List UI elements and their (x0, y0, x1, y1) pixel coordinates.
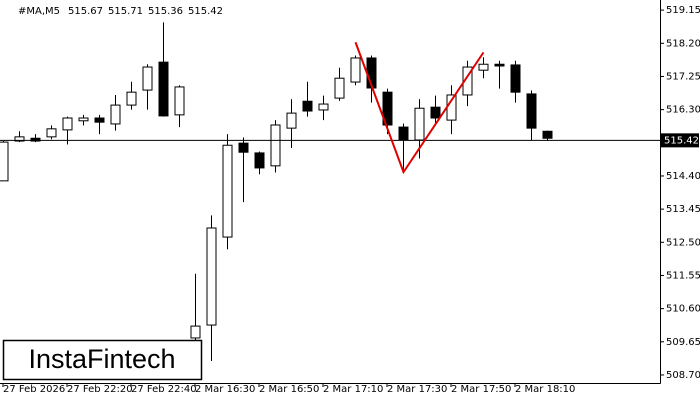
candle-body (62, 117, 73, 131)
candle-body (30, 137, 41, 142)
candle-body (510, 64, 521, 93)
candle-body (462, 66, 473, 96)
x-tick-label: 27 Feb 2026 (3, 384, 65, 395)
high-price: 515.71 (108, 6, 143, 17)
y-tick-label: 514.40 (666, 171, 700, 182)
candle-body (526, 93, 537, 129)
candle-body (430, 106, 441, 119)
candle-body (318, 103, 329, 111)
y-tick-label: 508.70 (666, 370, 700, 381)
x-tick-label: 2 Mar 16:30 (195, 384, 255, 395)
x-tick-label: 2 Mar 17:10 (323, 384, 383, 395)
x-tick-label: 2 Mar 18:10 (515, 384, 575, 395)
candle-body (478, 63, 489, 71)
candle-body (78, 117, 89, 122)
candle-body (110, 104, 121, 125)
y-tick-label: 509.65 (666, 337, 700, 348)
y-tick-label: 512.50 (666, 237, 700, 248)
candle-body (350, 57, 361, 83)
price-label-box (661, 133, 699, 148)
candle-body (238, 142, 249, 153)
candle-body (398, 126, 409, 141)
price-label: 515.42 (664, 135, 699, 146)
candle-body (414, 107, 425, 141)
y-tick-label: 518.20 (666, 38, 700, 49)
candle-body (94, 117, 105, 123)
low-price: 515.36 (148, 6, 183, 17)
watermark-box (2, 339, 203, 381)
watermark: InstaFintech (28, 344, 175, 374)
candle-body (206, 227, 217, 326)
y-tick-label: 510.60 (666, 304, 700, 315)
candle-body (46, 128, 57, 138)
candle-body (494, 63, 505, 67)
plot: 519.15 518.20 517.25 516.30 514.40 513.45 512.… (0, 5, 700, 395)
candle-body (14, 136, 25, 142)
candle-body (270, 124, 281, 167)
y-tick-label: 516.30 (666, 105, 700, 116)
candle-body (158, 61, 169, 117)
candle-body (0, 141, 9, 182)
candle-body (190, 325, 201, 339)
close-price: 515.42 (188, 6, 223, 17)
header: #MA,M5 515.67 515.71 515.36 515.42 (18, 6, 223, 17)
y-tick-label: 511.55 (666, 270, 700, 281)
candle-body (382, 91, 393, 126)
candle-body (302, 100, 313, 112)
candle-body (254, 152, 265, 169)
candle-body (286, 112, 297, 129)
candle-body (142, 66, 153, 91)
x-tick-label: 2 Mar 16:50 (259, 384, 319, 395)
symbol: #MA,M5 (18, 6, 60, 17)
x-tick-label: 27 Feb 22:20 (67, 384, 133, 395)
x-tick-label: 2 Mar 17:30 (387, 384, 447, 395)
candle-body (334, 77, 345, 99)
y-tick-label: 517.25 (666, 71, 700, 82)
candle-body (222, 144, 233, 238)
y-tick-label: 519.15 (666, 5, 700, 16)
candle-body (542, 130, 553, 139)
candle-body (174, 86, 185, 116)
y-tick-label: 513.45 (666, 204, 700, 215)
candle-body (126, 91, 137, 106)
x-tick-label: 27 Feb 22:40 (131, 384, 197, 395)
open-price: 515.67 (68, 6, 103, 17)
x-tick-label: 2 Mar 17:50 (451, 384, 511, 395)
pattern-line (354, 41, 485, 175)
